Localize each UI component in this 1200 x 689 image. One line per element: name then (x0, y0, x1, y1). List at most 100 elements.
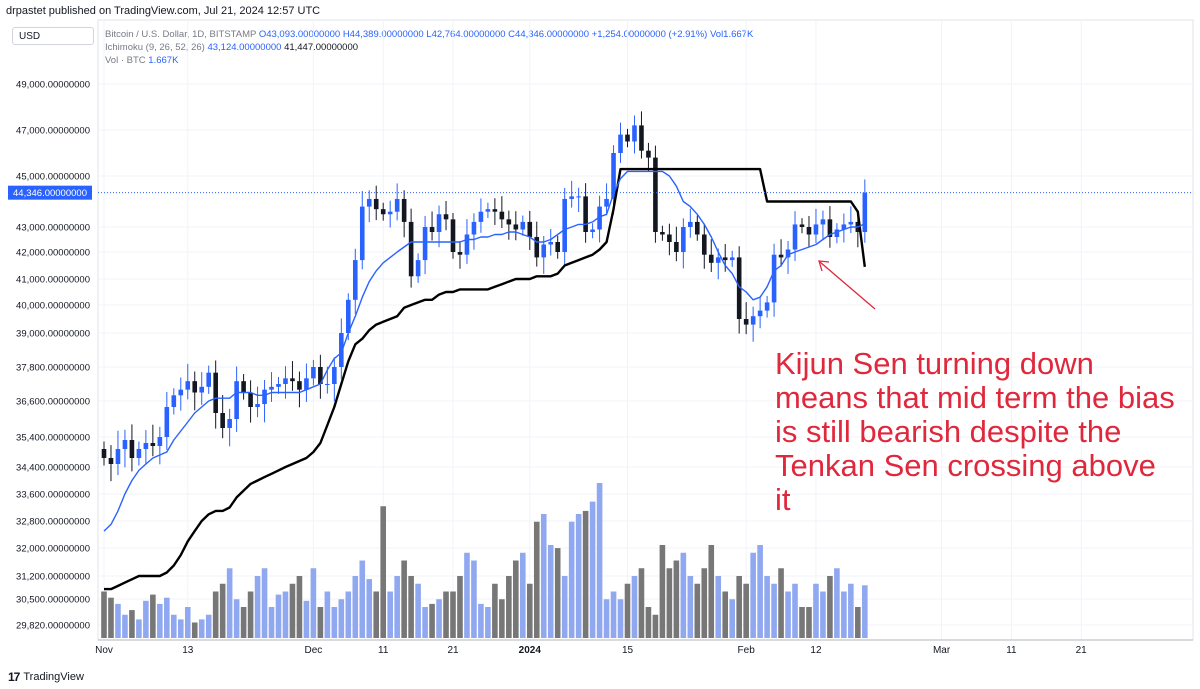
volume-bar (701, 568, 708, 638)
legend-open: O43,093.00000000 (258, 29, 341, 40)
volume-bar (499, 599, 505, 638)
candle-body (429, 227, 435, 232)
candle-body (150, 443, 156, 446)
candle-body (380, 209, 386, 215)
tradingview-brand: TradingView (23, 671, 84, 683)
candle-body (541, 244, 547, 258)
candle-body (527, 221, 533, 237)
volume-bar (331, 607, 338, 638)
annotation-text: Kijun Sen turning down means that mid te… (775, 346, 1175, 517)
candle-body (708, 254, 714, 263)
candle-body (108, 458, 114, 464)
plot-frame (97, 19, 1194, 641)
x-tick-label: Dec (305, 645, 323, 656)
volume-bar (813, 583, 819, 638)
candle-body (234, 381, 239, 419)
candle-body (778, 254, 784, 258)
legend-vol: Vol1.667K (709, 29, 754, 40)
volume-bar (750, 552, 756, 638)
candle-body (736, 257, 742, 319)
volume-bar (645, 607, 652, 638)
x-tick-label: Mar (933, 645, 951, 656)
volume-bar (673, 560, 680, 638)
volume-bar (652, 614, 659, 638)
y-tick-label: 45,000.00000000 (16, 172, 90, 183)
candle-body (667, 234, 672, 242)
candle-body (436, 214, 442, 232)
candle-body (848, 221, 854, 225)
volume-bar (736, 576, 742, 638)
volume-bar (373, 591, 380, 638)
volume-bar (268, 607, 275, 638)
candle-body (618, 134, 623, 153)
legend-symbol: Bitcoin / U.S. Dollar, 1D, BITSTAMP (105, 29, 257, 40)
candle-body (164, 407, 170, 437)
volume-bar (226, 568, 233, 638)
chart-grid (97, 19, 1194, 641)
volume-bar (533, 521, 540, 638)
candle-body (681, 227, 686, 252)
volume-bar (150, 594, 156, 638)
candle-body (185, 381, 191, 390)
legend-close: C44,346.00000000 (508, 29, 589, 40)
candle-body (499, 211, 505, 220)
volume-bar (820, 591, 826, 638)
y-tick-label: 40,000.00000000 (16, 301, 90, 312)
candle-body (101, 449, 107, 458)
volume-bar (708, 545, 715, 638)
candle-body (136, 449, 142, 458)
volume-bar (568, 521, 575, 638)
candle-body (862, 192, 868, 232)
volume-bar (212, 591, 219, 638)
candle-body (401, 198, 407, 222)
candle-body (653, 157, 658, 232)
candle-body (199, 386, 205, 393)
volume-bar (589, 501, 596, 638)
volume-bar (785, 591, 791, 638)
volume-bar (757, 545, 763, 638)
volume-bar (317, 607, 324, 638)
candle-body (248, 392, 253, 407)
candle-body (443, 214, 449, 220)
volume-bar (443, 591, 449, 638)
volume-bar (254, 576, 261, 638)
candle-body (632, 125, 637, 142)
candle-body (339, 333, 344, 367)
annotation-arrow (818, 260, 876, 310)
candle-body (715, 257, 721, 263)
volume-bar (338, 599, 345, 638)
candle-body (478, 211, 484, 222)
volume-bar (764, 576, 770, 638)
candle-body (115, 449, 121, 464)
volume-bar (862, 585, 868, 638)
volume-bar (129, 610, 135, 638)
candle-body (520, 221, 526, 230)
volume-bar (722, 591, 729, 638)
candle-body (283, 378, 288, 384)
candle-body (290, 378, 295, 382)
candle-body (332, 367, 337, 384)
volume-bar (205, 614, 212, 638)
candle-body (220, 413, 225, 428)
tenkan-sen-line (103, 170, 866, 532)
legend-change: +1,254.00000000 (+2.91%) (591, 29, 708, 40)
candle-body (771, 254, 777, 303)
candle-body (576, 196, 581, 198)
volume-bar (143, 600, 149, 638)
candle-body (492, 209, 498, 212)
candle-body (625, 134, 630, 142)
x-tick-label: Nov (95, 645, 113, 656)
candle-body (304, 378, 309, 390)
volume-bar (101, 591, 107, 638)
volume-bar (394, 576, 400, 638)
candle-body (143, 443, 149, 449)
candle-body (548, 242, 554, 245)
volume-bar (848, 583, 854, 638)
legend-low: L42,764.00000000 (426, 29, 506, 40)
chart-axes: 49,000.00000000 47,000.00000000 45,000.000… (8, 80, 1193, 656)
volume-bar (680, 552, 687, 638)
volume-bar (631, 576, 638, 638)
candle-body (757, 310, 763, 317)
currency-selector[interactable]: USD (12, 27, 94, 45)
